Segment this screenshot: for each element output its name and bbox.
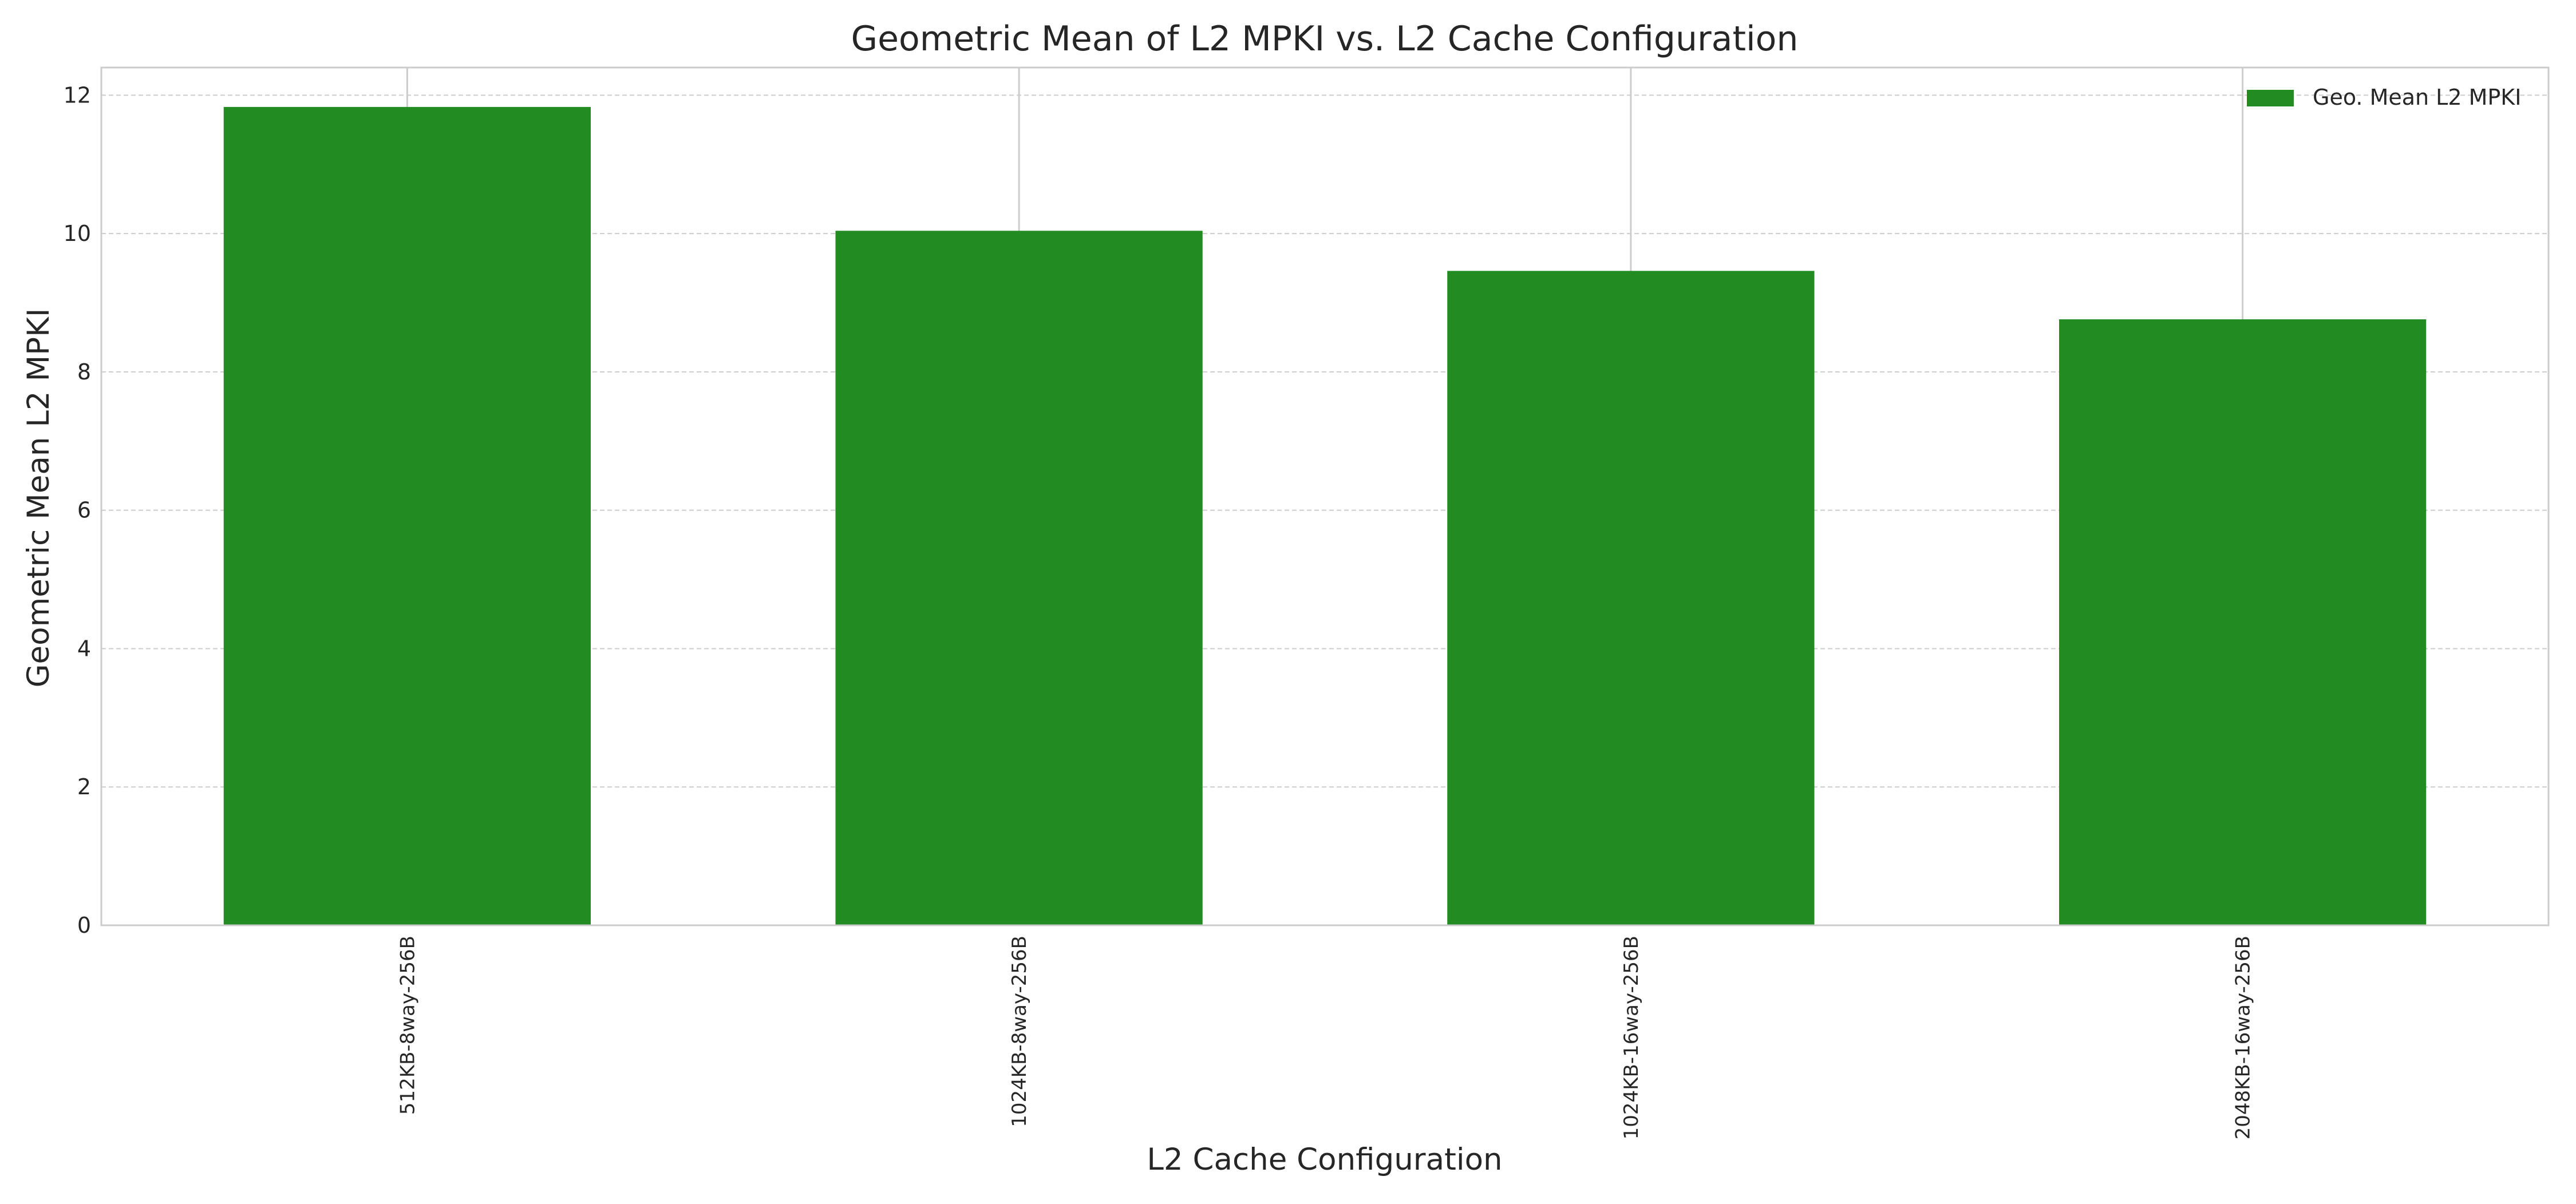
y-tick-label: 8	[77, 359, 91, 385]
x-tick-label: 2048KB-16way-256B	[2232, 936, 2255, 1139]
y-tick-label: 12	[64, 82, 91, 108]
bar	[2059, 319, 2427, 925]
x-tick-label: 1024KB-16way-256B	[1620, 936, 1643, 1139]
x-axis-label: L2 Cache Configuration	[1147, 1142, 1502, 1177]
bar	[1447, 271, 1815, 925]
y-tick-label: 2	[77, 774, 91, 799]
y-tick-label: 0	[77, 913, 91, 938]
legend-label: Geo. Mean L2 MPKI	[2313, 85, 2521, 110]
y-tick-label: 4	[77, 636, 91, 661]
chart-title: Geometric Mean of L2 MPKI vs. L2 Cache C…	[851, 19, 1799, 59]
y-axis-label: Geometric Mean L2 MPKI	[21, 308, 56, 687]
bar	[223, 106, 591, 925]
bars	[223, 106, 2427, 925]
legend-swatch	[2247, 90, 2294, 106]
x-tick-label: 512KB-8way-256B	[396, 936, 419, 1115]
x-tick-label: 1024KB-8way-256B	[1008, 936, 1031, 1127]
axes: 0 2 4 6 8 10 12 512KB-8way-256B 1024KB-8way-256B…	[64, 66, 2550, 1139]
legend: Geo. Mean L2 MPKI	[2247, 85, 2521, 110]
bar	[835, 231, 1203, 925]
plot-frame	[100, 66, 2550, 926]
y-tick-label: 10	[64, 221, 91, 246]
y-tick-label: 6	[77, 498, 91, 523]
